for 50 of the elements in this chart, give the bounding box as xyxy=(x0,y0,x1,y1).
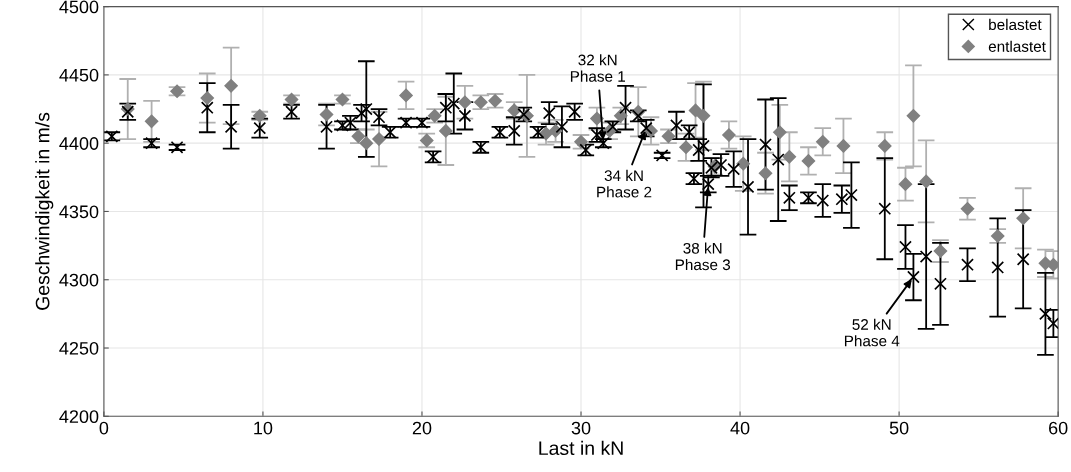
y-tick-label: 4350 xyxy=(59,205,99,219)
legend-label: belastet xyxy=(989,18,1042,31)
y-tick-label: 4500 xyxy=(59,0,99,14)
point xyxy=(736,156,750,171)
point xyxy=(906,109,921,123)
point xyxy=(200,91,214,105)
point xyxy=(679,140,693,154)
x-axis-title: Last in kN xyxy=(539,440,623,456)
point xyxy=(1016,211,1030,226)
point xyxy=(878,139,892,153)
y-tick-label: 4300 xyxy=(59,273,99,287)
point xyxy=(372,132,386,146)
y-tick-label: 4450 xyxy=(59,68,99,82)
point xyxy=(590,111,604,126)
point xyxy=(319,107,334,122)
point xyxy=(1046,257,1059,272)
point xyxy=(224,79,238,93)
point xyxy=(816,135,830,149)
y-tick-label: 4400 xyxy=(59,137,99,150)
point xyxy=(836,139,851,153)
point xyxy=(782,150,797,164)
point xyxy=(439,124,453,138)
annotation: 52 kN Phase 4 xyxy=(844,318,900,347)
point xyxy=(801,154,816,168)
point xyxy=(399,88,413,103)
annotation: 34 kN Phase 2 xyxy=(597,169,652,198)
x-tick-label: 50 xyxy=(889,421,909,435)
x-tick-label: 0 xyxy=(99,421,109,435)
x-tick-label: 20 xyxy=(412,421,432,435)
legend-label: entlastet xyxy=(988,40,1046,52)
annotation: 32 kN Phase 1 xyxy=(570,54,626,82)
x-tick-label: 40 xyxy=(730,421,750,435)
point xyxy=(960,201,975,216)
x-tick-label: 60 xyxy=(1049,421,1068,435)
point xyxy=(933,244,948,258)
y-tick-label: 4200 xyxy=(59,410,99,424)
point xyxy=(773,125,787,139)
y-axis-title: Geschwindigkeit in m/s xyxy=(35,112,54,310)
point xyxy=(688,103,703,118)
point xyxy=(722,128,736,142)
annotation: 38 kN Phase 3 xyxy=(675,242,731,271)
point xyxy=(144,114,159,129)
x-tick-label: 30 xyxy=(571,421,591,435)
point xyxy=(758,166,773,180)
x-tick-label: 10 xyxy=(254,421,273,435)
y-tick-label: 4250 xyxy=(59,341,99,355)
point xyxy=(458,95,472,109)
point xyxy=(898,177,913,191)
point xyxy=(696,109,711,123)
point xyxy=(919,174,933,189)
